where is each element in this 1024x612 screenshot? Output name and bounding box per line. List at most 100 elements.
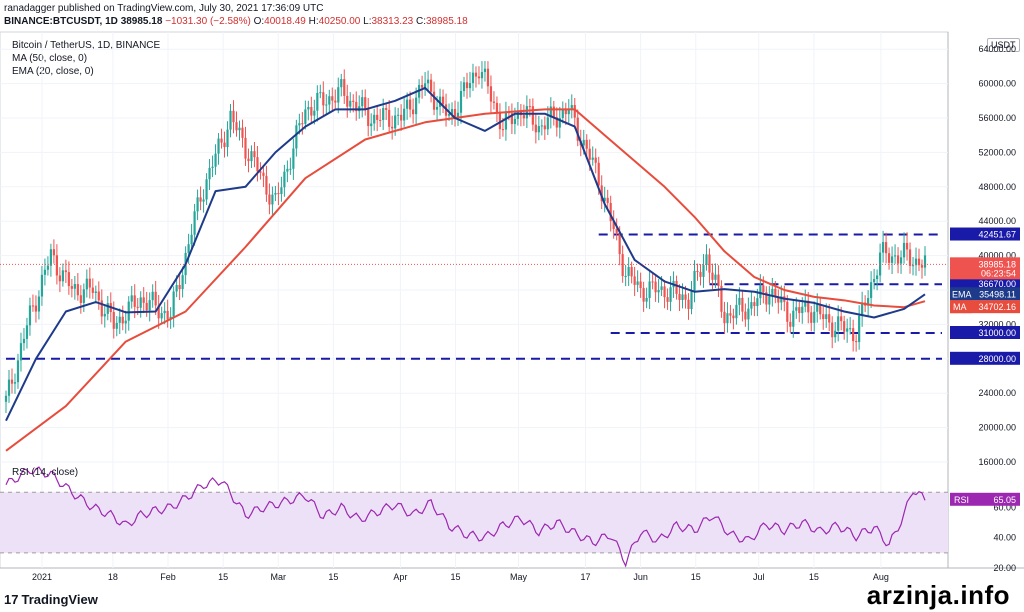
candle-body bbox=[7, 379, 11, 396]
candle-body bbox=[256, 157, 259, 172]
candle-body bbox=[816, 304, 819, 312]
candle-body bbox=[136, 306, 139, 308]
candle-body bbox=[858, 315, 861, 343]
candle-body bbox=[181, 275, 184, 290]
candle-body bbox=[890, 256, 894, 263]
candle-body bbox=[639, 281, 642, 289]
symbol-quote-line: BINANCE:BTCUSDT, 1D 38985.18 −1031.30 (−… bbox=[4, 16, 468, 27]
candle-body bbox=[250, 151, 253, 162]
candle-body bbox=[489, 86, 493, 102]
publisher-line: ranadagger published on TradingView.com,… bbox=[4, 3, 324, 14]
candle-body bbox=[887, 253, 891, 263]
candle-body bbox=[271, 194, 274, 205]
candle-body bbox=[699, 271, 702, 277]
ma-line bbox=[5, 108, 926, 452]
y-tick-label: 16000.00 bbox=[978, 457, 1016, 467]
candle-body bbox=[154, 291, 157, 306]
candle-body bbox=[621, 254, 624, 277]
tradingview-brand[interactable]: 17 TradingView bbox=[4, 592, 98, 607]
candle-body bbox=[193, 211, 196, 235]
candle-body bbox=[106, 303, 109, 314]
rsi-tick-label: 40.00 bbox=[993, 533, 1016, 543]
candle-body bbox=[310, 107, 313, 116]
candle-body bbox=[678, 293, 681, 300]
candle-body bbox=[118, 316, 121, 323]
candle-body bbox=[289, 168, 292, 170]
candle-body bbox=[789, 321, 792, 327]
candle-body bbox=[223, 142, 226, 148]
candle-body bbox=[492, 101, 496, 103]
candle-body bbox=[453, 109, 457, 118]
candle-body bbox=[905, 242, 909, 250]
rsi-value-tag bbox=[950, 492, 1020, 506]
candle-body bbox=[205, 179, 208, 200]
candle-body bbox=[468, 83, 472, 89]
candle-body bbox=[331, 96, 334, 101]
candle-body bbox=[91, 287, 94, 293]
candle-body bbox=[25, 325, 29, 339]
candle-body bbox=[361, 97, 364, 107]
candle-body bbox=[274, 193, 277, 195]
candle-body bbox=[286, 168, 289, 172]
candle-body bbox=[606, 197, 609, 204]
candle-body bbox=[750, 302, 753, 309]
candle-body bbox=[920, 265, 924, 268]
candle-body bbox=[717, 274, 720, 286]
currency-badge[interactable]: USDT bbox=[987, 38, 1020, 52]
candle-body bbox=[780, 296, 783, 303]
candle-body bbox=[537, 126, 540, 133]
candle-body bbox=[76, 284, 79, 296]
candle-body bbox=[157, 305, 160, 319]
candle-body bbox=[370, 123, 373, 127]
price-change: −1031.30 (−2.58%) bbox=[165, 16, 251, 27]
candle-body bbox=[825, 314, 828, 320]
candle-body bbox=[352, 100, 355, 102]
candle-body bbox=[474, 72, 478, 77]
candle-body bbox=[423, 83, 427, 88]
candle-body bbox=[450, 109, 454, 115]
watermark: arzinja.info bbox=[866, 580, 1010, 610]
candle-body bbox=[741, 297, 744, 312]
candle-body bbox=[705, 254, 708, 266]
candle-body bbox=[94, 291, 97, 293]
candle-body bbox=[726, 313, 729, 324]
candle-body bbox=[31, 305, 35, 307]
candle-body bbox=[403, 108, 406, 121]
level-label: 42451.67 bbox=[978, 230, 1016, 240]
ema-line bbox=[5, 86, 926, 422]
candle-body bbox=[612, 221, 615, 229]
candle-body bbox=[807, 300, 810, 313]
candle-body bbox=[124, 320, 127, 324]
candle-body bbox=[543, 125, 546, 130]
ma-value-label: 34702.16 bbox=[978, 302, 1016, 312]
candle-body bbox=[528, 106, 531, 108]
symbol-label: BINANCE:BTCUSDT, 1D bbox=[4, 16, 118, 27]
candle-body bbox=[43, 269, 47, 275]
open-value: 40018.49 bbox=[264, 16, 306, 27]
candle-body bbox=[618, 232, 621, 255]
rsi-band bbox=[0, 492, 948, 553]
candle-body bbox=[10, 379, 14, 384]
candle-body bbox=[283, 171, 286, 188]
candle-body bbox=[576, 117, 579, 141]
candle-body bbox=[792, 310, 795, 327]
candle-body bbox=[708, 254, 711, 273]
candle-body bbox=[406, 99, 409, 109]
candle-body bbox=[432, 91, 436, 110]
candle-body bbox=[301, 123, 304, 125]
candle-body bbox=[420, 84, 424, 88]
candle-body bbox=[37, 296, 41, 312]
candle-body bbox=[426, 79, 430, 84]
candle-body bbox=[693, 270, 696, 292]
candle-body bbox=[190, 234, 193, 245]
candle-body bbox=[486, 68, 490, 87]
candle-body bbox=[178, 285, 181, 290]
candle-body bbox=[364, 97, 367, 110]
candle-body bbox=[696, 270, 699, 272]
candle-body bbox=[666, 297, 669, 302]
level-label: 36670.00 bbox=[978, 279, 1016, 289]
candle-body bbox=[801, 306, 804, 314]
candle-body bbox=[268, 194, 271, 205]
candle-body bbox=[28, 305, 32, 326]
current-price-label: 38985.18 bbox=[978, 259, 1016, 269]
